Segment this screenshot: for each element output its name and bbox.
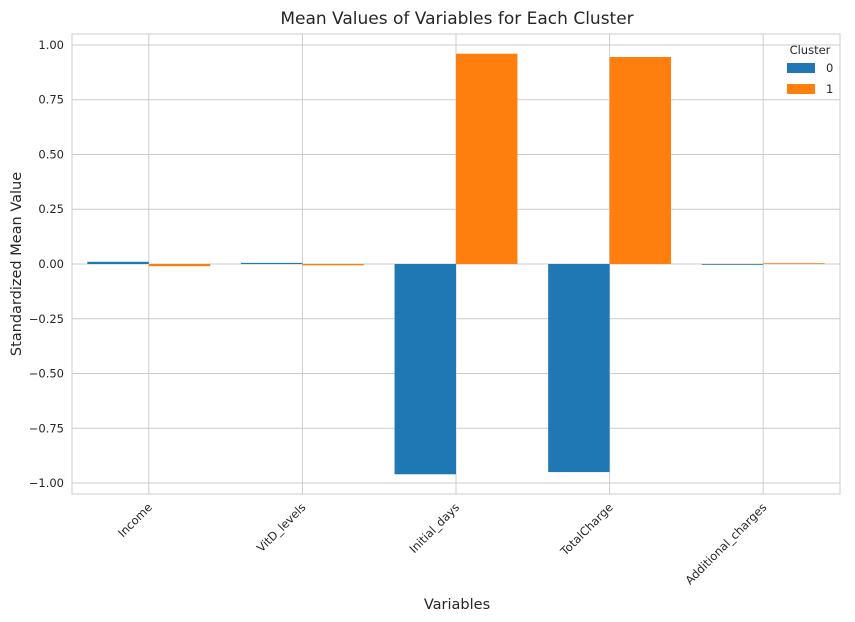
y-tick-label: 0.75 bbox=[38, 93, 64, 107]
y-tick-label: −0.25 bbox=[29, 312, 64, 326]
bar-TotalCharge-cluster-1 bbox=[609, 57, 672, 264]
legend-swatch-0 bbox=[787, 63, 815, 73]
chart-title: Mean Values of Variables for Each Cluste… bbox=[280, 9, 633, 29]
x-tick-label: TotalCharge bbox=[557, 500, 616, 559]
legend: Cluster 0 1 bbox=[787, 43, 833, 96]
bar-Income-cluster-1 bbox=[148, 264, 211, 267]
legend-label-1: 1 bbox=[826, 82, 833, 96]
bar-VitD_levels-cluster-0 bbox=[240, 262, 303, 264]
bar-Initial_days-cluster-0 bbox=[394, 264, 456, 475]
y-tick-labels: 1.00 0.75 0.50 0.25 0.00 −0.25 −0.50 −0.75 −1.00 bbox=[29, 38, 64, 490]
bar-TotalCharge-cluster-0 bbox=[548, 264, 610, 473]
bar-Income-cluster-0 bbox=[87, 261, 149, 264]
legend-label-0: 0 bbox=[826, 61, 833, 75]
y-tick-label: 0.00 bbox=[38, 257, 64, 271]
y-tick-label: 0.25 bbox=[38, 202, 64, 216]
x-tick-labels: Income VitD_levels Initial_days TotalCharge… bbox=[115, 500, 769, 587]
y-tick-label: 0.50 bbox=[38, 147, 64, 161]
y-axis-label: Standardized Mean Value bbox=[9, 172, 25, 356]
bar-VitD_levels-cluster-1 bbox=[302, 264, 364, 266]
bar-Initial_days-cluster-1 bbox=[456, 53, 518, 264]
x-axis-label: Variables bbox=[424, 597, 490, 613]
y-tick-label: −1.00 bbox=[29, 476, 64, 490]
plot-frame bbox=[71, 33, 841, 495]
legend-title: Cluster bbox=[790, 43, 831, 57]
legend-swatch-1 bbox=[787, 84, 815, 94]
bar-Additional_charges-cluster-0 bbox=[701, 264, 764, 265]
x-tick-label: VitD_levels bbox=[254, 500, 309, 555]
x-tick-label: Additional_charges bbox=[682, 500, 769, 587]
bar-Additional_charges-cluster-1 bbox=[763, 263, 825, 264]
bars-layer bbox=[87, 53, 825, 475]
x-tick-label: Income bbox=[115, 500, 155, 540]
y-tick-label: −0.50 bbox=[29, 367, 64, 381]
y-tick-label: −0.75 bbox=[29, 421, 64, 435]
y-tick-label: 1.00 bbox=[38, 38, 64, 52]
x-tick-label: Initial_days bbox=[406, 500, 462, 556]
